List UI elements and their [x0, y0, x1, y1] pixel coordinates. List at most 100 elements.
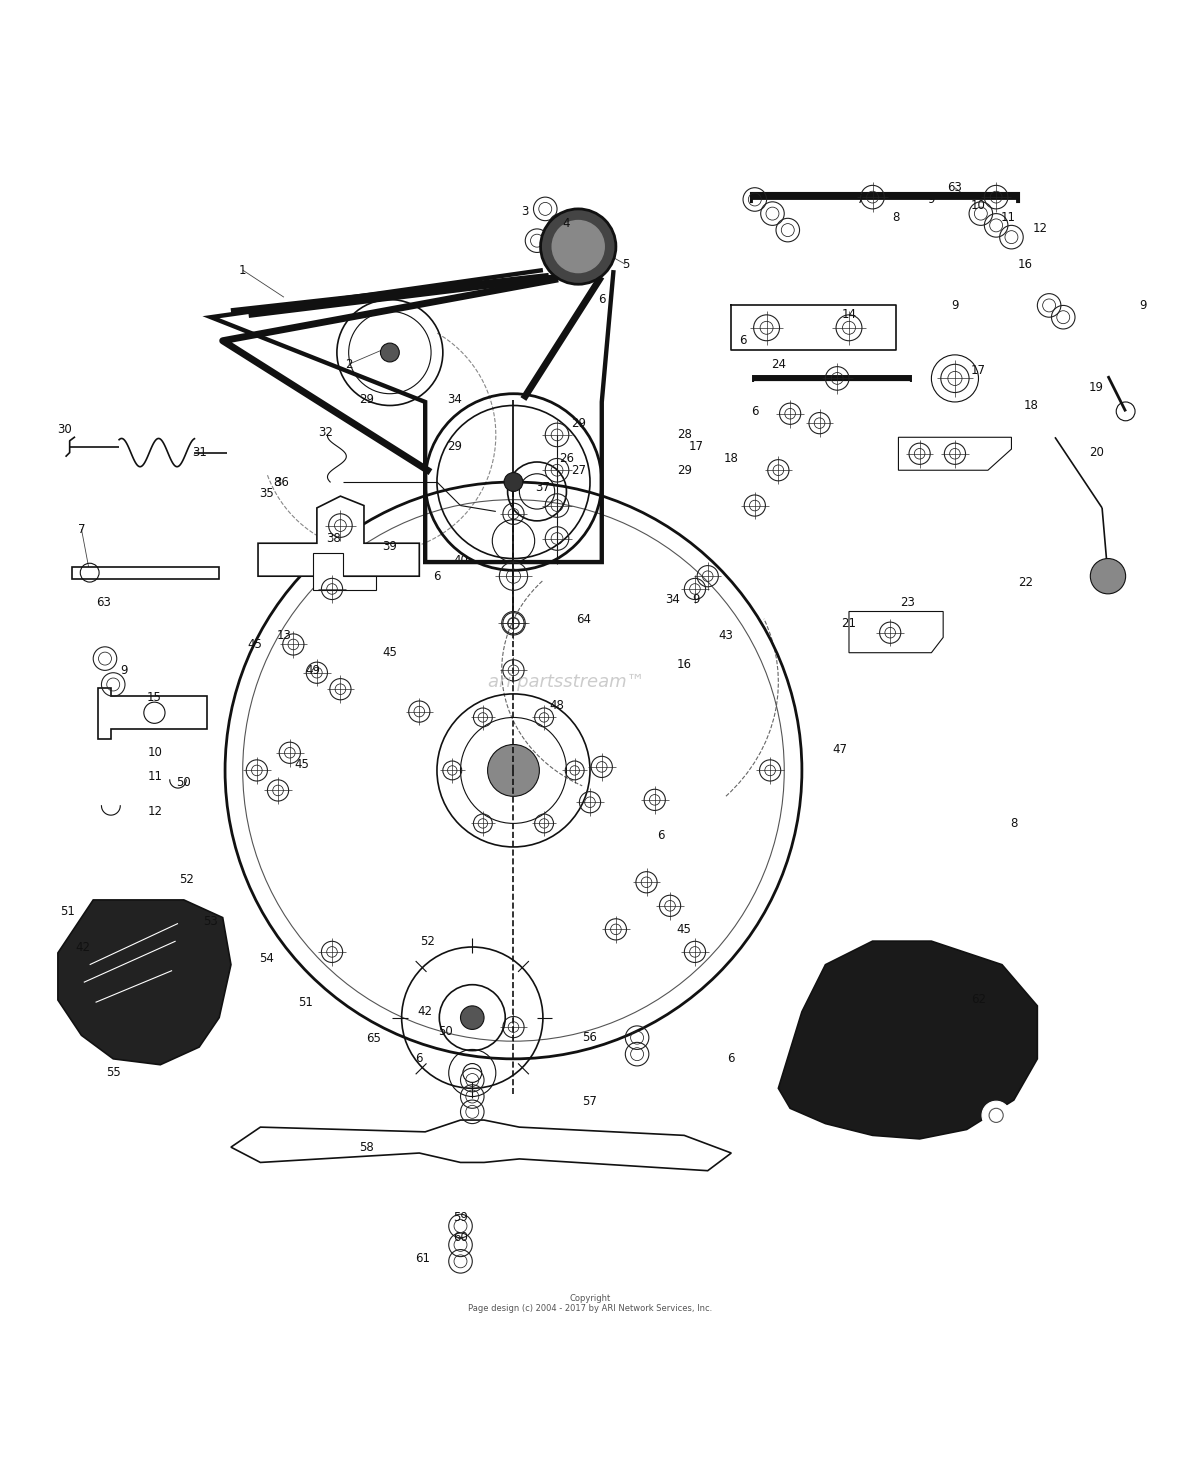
- Text: 17: 17: [688, 440, 703, 453]
- Text: 24: 24: [771, 357, 786, 370]
- Text: 9: 9: [1140, 299, 1147, 311]
- Text: 11: 11: [149, 769, 163, 782]
- Text: 18: 18: [723, 452, 739, 465]
- Text: 35: 35: [258, 488, 274, 501]
- Text: 45: 45: [382, 646, 398, 659]
- Polygon shape: [72, 566, 219, 578]
- Text: 51: 51: [60, 906, 74, 919]
- Text: 42: 42: [418, 1005, 433, 1018]
- Text: 57: 57: [583, 1095, 597, 1107]
- Text: 61: 61: [415, 1252, 431, 1266]
- Text: 16: 16: [1018, 258, 1032, 271]
- Text: 60: 60: [453, 1232, 468, 1245]
- Polygon shape: [98, 688, 208, 738]
- Polygon shape: [848, 612, 943, 652]
- Text: 63: 63: [97, 596, 111, 609]
- Text: 56: 56: [583, 1031, 597, 1045]
- Text: 13: 13: [276, 628, 291, 642]
- Text: 38: 38: [326, 532, 341, 545]
- Text: 52: 52: [420, 935, 435, 947]
- Text: 26: 26: [559, 452, 573, 465]
- Text: 9: 9: [693, 593, 700, 606]
- Text: 29: 29: [447, 440, 463, 453]
- Text: 2: 2: [345, 357, 353, 370]
- Text: 31: 31: [191, 446, 206, 459]
- Text: 7: 7: [78, 523, 85, 535]
- Circle shape: [552, 221, 604, 273]
- Text: 28: 28: [677, 428, 691, 442]
- Text: 34: 34: [447, 393, 463, 406]
- Text: 18: 18: [1024, 399, 1038, 412]
- Text: 15: 15: [148, 691, 162, 704]
- Text: 27: 27: [571, 464, 585, 477]
- Text: 39: 39: [382, 541, 398, 553]
- Text: 6: 6: [598, 293, 605, 307]
- Text: 49: 49: [306, 664, 321, 677]
- Text: 8: 8: [892, 210, 900, 224]
- Text: 55: 55: [106, 1067, 120, 1079]
- Text: 59: 59: [453, 1211, 468, 1224]
- Text: 40: 40: [453, 554, 468, 568]
- Text: 9: 9: [120, 664, 127, 677]
- Text: 6: 6: [657, 828, 664, 842]
- Text: 63: 63: [948, 181, 963, 194]
- Text: 29: 29: [676, 464, 691, 477]
- Text: 17: 17: [971, 363, 986, 376]
- Polygon shape: [58, 900, 231, 1064]
- Text: 10: 10: [971, 199, 986, 212]
- Text: 45: 45: [247, 637, 262, 651]
- Text: 62: 62: [971, 993, 986, 1006]
- Circle shape: [487, 744, 539, 796]
- Text: 19: 19: [1089, 381, 1103, 394]
- Text: 58: 58: [359, 1141, 374, 1153]
- Text: 64: 64: [577, 614, 591, 627]
- Circle shape: [460, 1006, 484, 1030]
- Text: 12: 12: [1032, 222, 1047, 236]
- Text: 45: 45: [677, 923, 691, 935]
- Text: 45: 45: [294, 759, 309, 771]
- Text: 4: 4: [563, 216, 570, 230]
- Text: 6: 6: [750, 405, 759, 418]
- Text: 30: 30: [58, 422, 72, 436]
- Text: 10: 10: [149, 747, 163, 759]
- Polygon shape: [258, 496, 419, 576]
- Text: 6: 6: [433, 569, 440, 582]
- Text: 23: 23: [900, 596, 916, 609]
- Text: 29: 29: [571, 416, 585, 430]
- Text: 12: 12: [149, 805, 163, 818]
- Text: 29: 29: [359, 393, 374, 406]
- Text: 14: 14: [841, 308, 857, 322]
- Text: 36: 36: [274, 476, 289, 489]
- Text: 65: 65: [366, 1033, 381, 1045]
- Text: 8: 8: [1010, 817, 1017, 830]
- Text: 21: 21: [841, 617, 857, 630]
- Circle shape: [540, 209, 616, 285]
- Text: 47: 47: [832, 742, 847, 756]
- Text: 42: 42: [76, 941, 90, 953]
- Circle shape: [982, 1101, 1010, 1129]
- Text: ari partsstream™: ari partsstream™: [489, 673, 644, 691]
- Text: 22: 22: [1018, 575, 1032, 588]
- Circle shape: [380, 344, 399, 362]
- Text: Copyright
Page design (c) 2004 - 2017 by ARI Network Services, Inc.: Copyright Page design (c) 2004 - 2017 by…: [468, 1294, 712, 1313]
- Text: 7: 7: [857, 193, 865, 206]
- Circle shape: [504, 473, 523, 492]
- Text: 5: 5: [622, 258, 629, 271]
- Text: 54: 54: [258, 953, 274, 965]
- Polygon shape: [231, 1120, 732, 1171]
- Polygon shape: [898, 437, 1011, 470]
- Text: 3: 3: [522, 205, 529, 218]
- Text: 48: 48: [550, 700, 564, 713]
- Text: 50: 50: [438, 1026, 453, 1039]
- Text: 9: 9: [927, 193, 935, 206]
- Text: 11: 11: [1001, 210, 1016, 224]
- Text: 53: 53: [204, 914, 218, 928]
- Text: 32: 32: [317, 425, 333, 439]
- Text: 51: 51: [297, 996, 313, 1009]
- Text: 52: 52: [179, 873, 194, 886]
- Text: 8: 8: [274, 476, 281, 489]
- Polygon shape: [779, 941, 1037, 1138]
- Text: 6: 6: [415, 1052, 424, 1066]
- Text: 1: 1: [240, 264, 247, 277]
- Circle shape: [1090, 559, 1126, 594]
